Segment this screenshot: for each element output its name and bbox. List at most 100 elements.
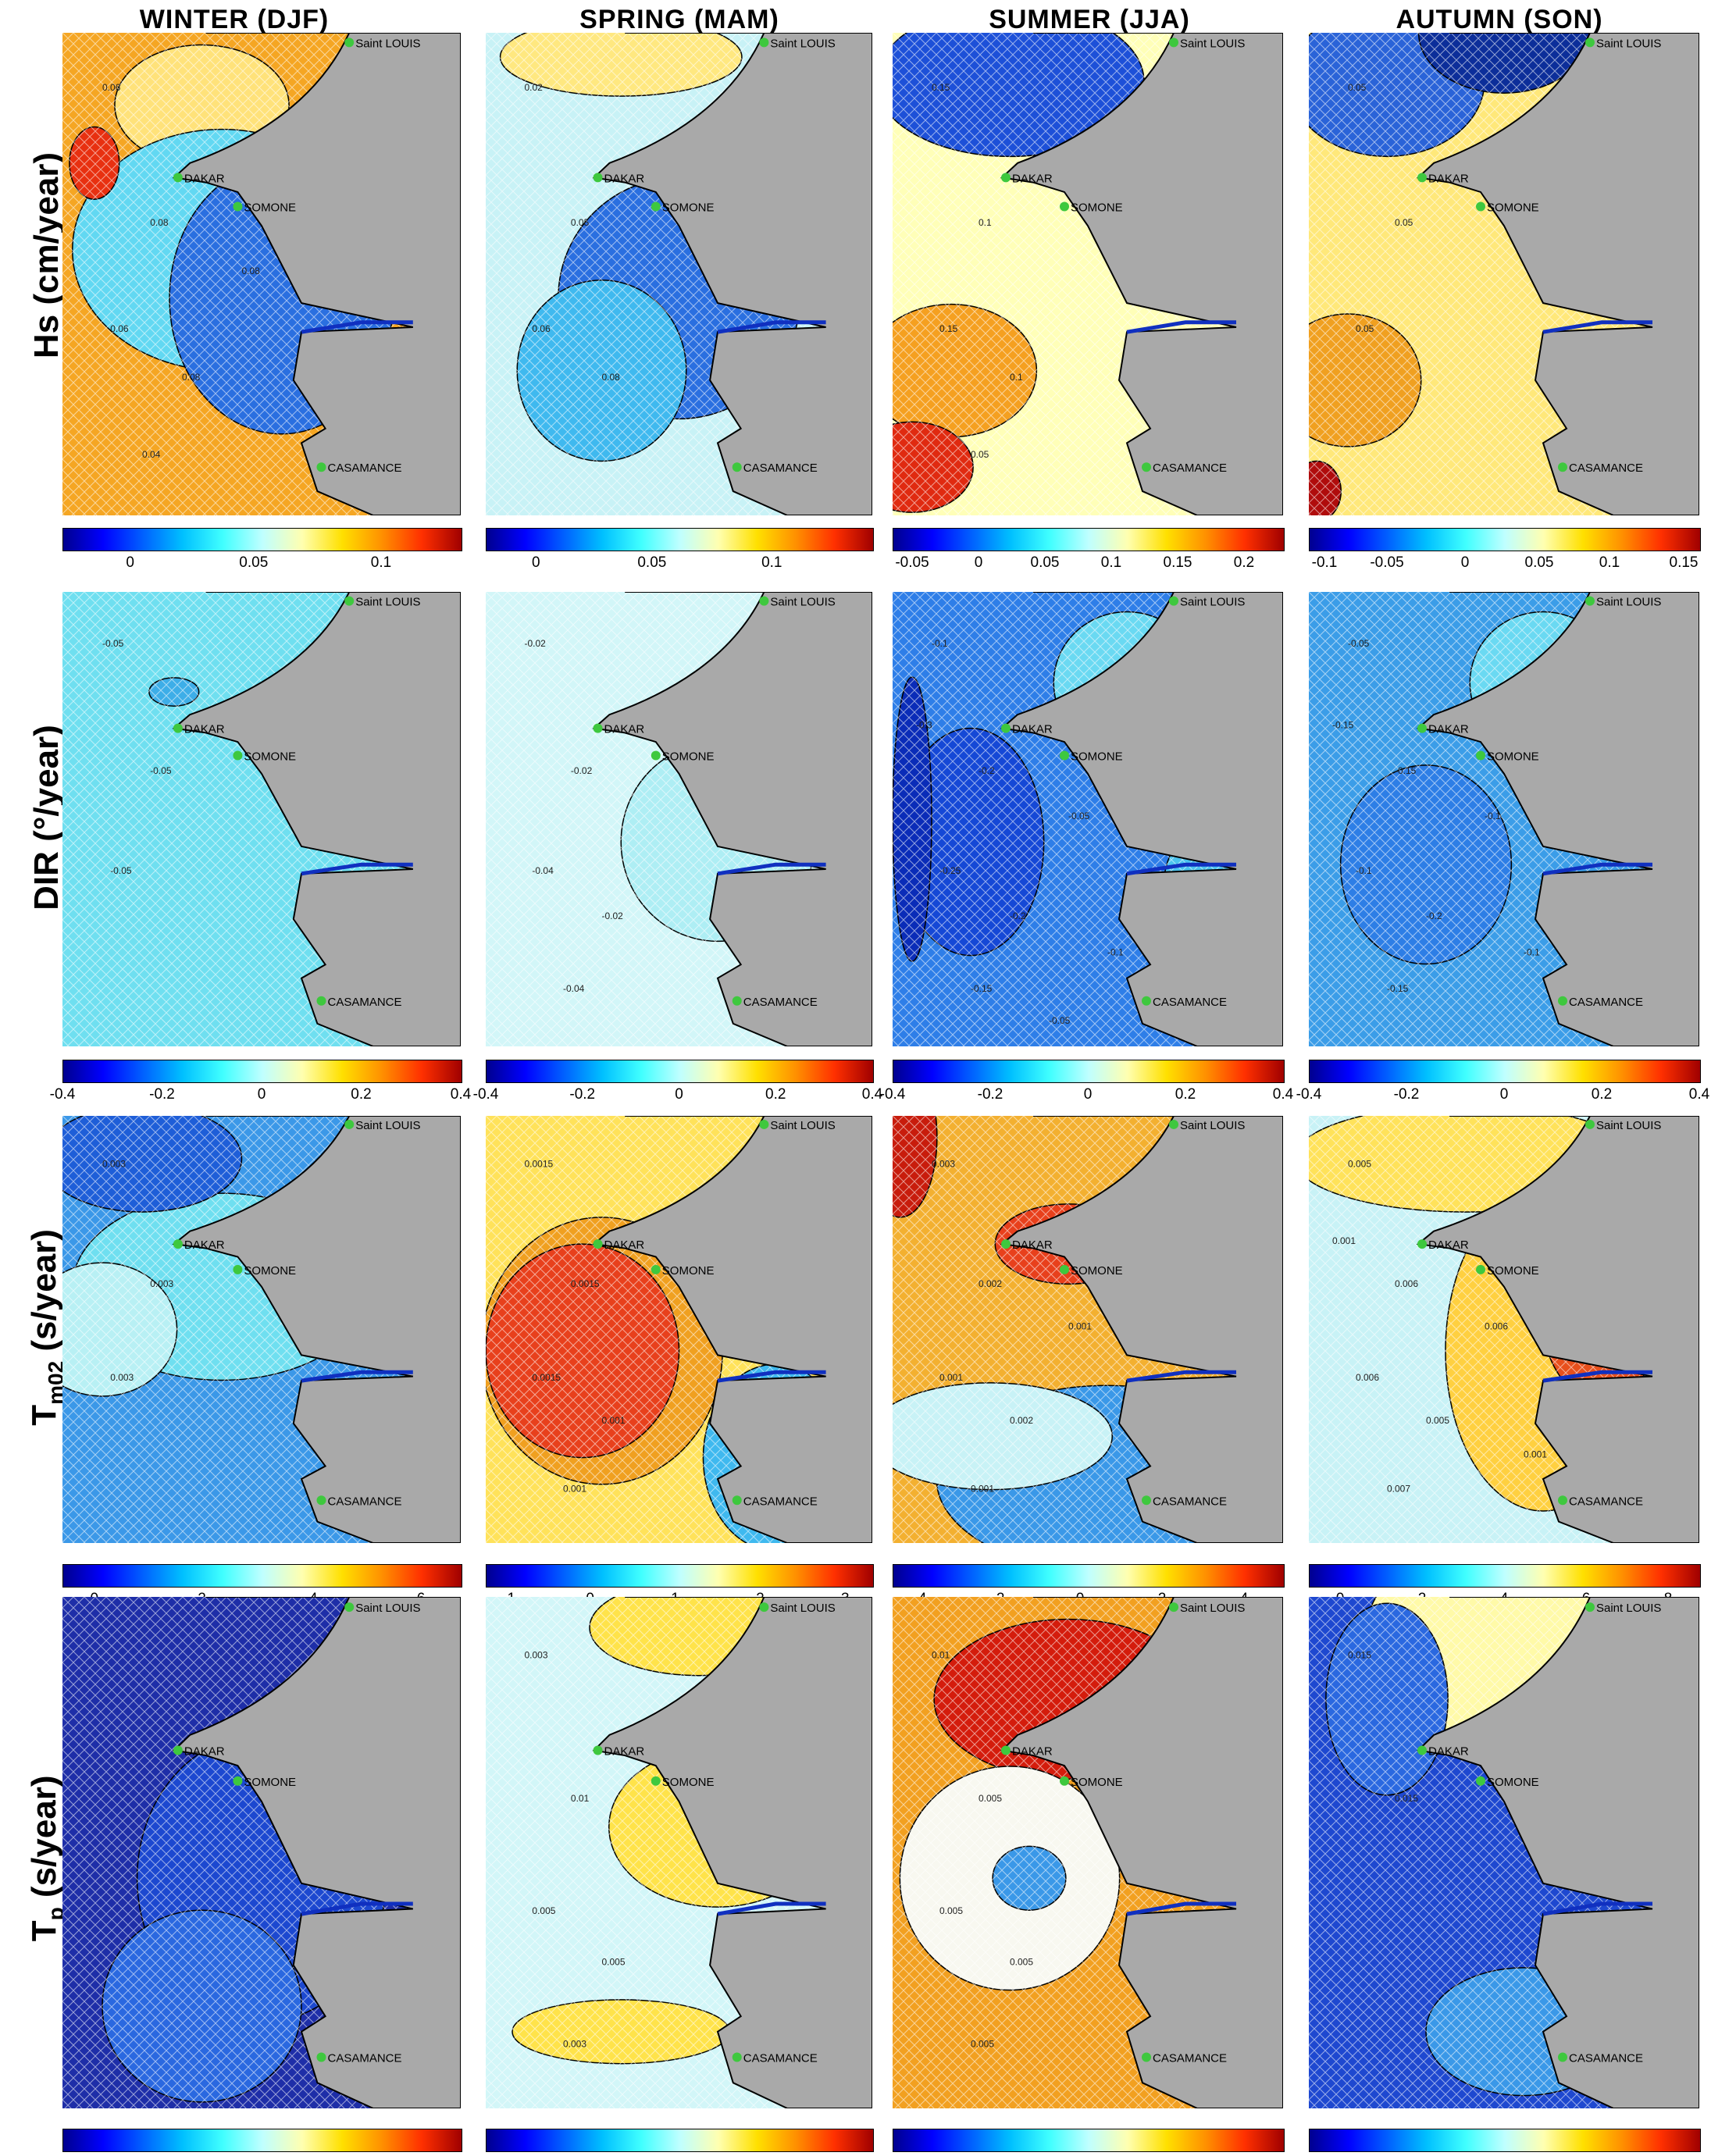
contour-label: 0.015 (1348, 1650, 1371, 1661)
place-marker-icon (651, 201, 661, 212)
contour-label: 0.1 (979, 217, 992, 228)
place-label: Saint LOUIS (1596, 37, 1661, 50)
place-marker-icon (593, 1745, 603, 1755)
place-label: CASAMANCE (1569, 1495, 1643, 1508)
place-dakar: DAKAR (593, 723, 644, 736)
place-marker-icon (344, 1602, 355, 1613)
contour-label: 0.001 (971, 1483, 994, 1494)
place-label: DAKAR (1012, 723, 1053, 736)
place-dakar: DAKAR (1417, 1745, 1469, 1759)
map-panel-r1-c1: Saint LOUIS DAKAR SOMONE CASAMANCE 0.06 0.08 0… (62, 33, 461, 515)
colorbar-tick-label: -0.4 (1296, 1086, 1322, 1103)
place-marker-icon (233, 1776, 243, 1786)
map-panel-r4-c2: Saint LOUIS DAKAR SOMONE CASAMANCE 0.003 0.01… (486, 1597, 872, 2108)
place-marker-icon (1001, 1239, 1011, 1249)
contour-label: -0.05 (150, 765, 172, 776)
place-marker-icon (173, 1239, 183, 1249)
contour-label: 0.0015 (532, 1372, 561, 1383)
place-marker-icon (1585, 37, 1595, 48)
row-title-2: DIR (°/year) (27, 599, 66, 1036)
contour-label: -0.04 (563, 983, 585, 994)
column-title-1: WINTER (DJF) (139, 5, 330, 34)
colorbar-r3-c1 (62, 1564, 462, 1588)
place-label: DAKAR (1012, 1745, 1053, 1759)
place-label: SOMONE (662, 201, 715, 214)
contour-label: -0.02 (571, 765, 593, 776)
place-label: Saint LOUIS (1180, 1119, 1245, 1132)
colorbar-r3-c4 (1309, 1564, 1701, 1588)
land-mass (1416, 1116, 1699, 1543)
contour-label: 0.006 (1356, 1372, 1379, 1383)
colorbar-tick-label: 0 (974, 554, 983, 571)
colorbar-tick-label: 0.05 (1524, 554, 1554, 571)
place-marker-icon (316, 1495, 326, 1506)
place-marker-icon (651, 1776, 661, 1786)
colorbar-tick-label: 0.1 (761, 554, 782, 571)
place-marker-icon (1060, 750, 1069, 761)
place-label: DAKAR (184, 172, 225, 185)
land-mass (1000, 33, 1283, 515)
contour-label: -0.1 (1524, 947, 1540, 958)
place-dakar: DAKAR (173, 1745, 225, 1759)
place-somone: SOMONE (1060, 1776, 1123, 1789)
place-somone: SOMONE (651, 750, 714, 764)
map-panel-r2-c3: Saint LOUIS DAKAR SOMONE CASAMANCE -0.1 -0.2 -… (893, 592, 1283, 1046)
place-somone: SOMONE (1060, 1264, 1123, 1278)
colorbar-tick-label: -0.2 (977, 1086, 1003, 1103)
land-mass (592, 1597, 872, 2108)
place-marker-icon (173, 173, 183, 183)
land-mass (592, 33, 872, 515)
place-marker-icon (1142, 996, 1151, 1006)
contour-label: 0.15 (939, 323, 958, 334)
contour-label: 0.05 (1348, 82, 1367, 93)
place-saint-louis: Saint LOUIS (1585, 37, 1661, 50)
place-somone: SOMONE (1476, 1776, 1539, 1789)
place-marker-icon (1558, 462, 1567, 472)
place-label: DAKAR (604, 1238, 645, 1252)
contour-label: -0.15 (1395, 765, 1417, 776)
place-marker-icon (1169, 1602, 1178, 1613)
land-mass (1000, 592, 1283, 1046)
colorbar-tick-label: -0.4 (49, 1086, 76, 1103)
place-label: SOMONE (244, 750, 296, 764)
contour-label: 0.005 (602, 1957, 626, 1968)
place-label: DAKAR (1012, 172, 1053, 185)
place-dakar: DAKAR (593, 1745, 644, 1759)
place-marker-icon (233, 1264, 243, 1274)
colorbar-r1-c2 (486, 528, 874, 551)
contour-label: 0.08 (242, 265, 261, 276)
map-svg: Saint LOUIS DAKAR SOMONE CASAMANCE 0.003 0.00… (893, 1116, 1283, 1543)
place-casamance: CASAMANCE (1142, 996, 1227, 1009)
place-label: DAKAR (1012, 1238, 1053, 1252)
colorbar-tick-label: 0 (257, 1086, 266, 1103)
contour-label: 0.005 (1426, 1415, 1449, 1426)
colorbar-tick-label: 0 (532, 554, 540, 571)
contour-label: 0.003 (525, 1650, 548, 1661)
place-saint-louis: Saint LOUIS (759, 1602, 836, 1615)
river-channel (1542, 1370, 1652, 1383)
place-casamance: CASAMANCE (1558, 2052, 1643, 2065)
contour-label: -0.2 (979, 765, 995, 776)
contour-label: 0.01 (932, 1650, 950, 1661)
land-mass (1000, 1597, 1283, 2108)
place-marker-icon (732, 1495, 742, 1506)
colorbar-r4-c4 (1309, 2129, 1701, 2152)
place-saint-louis: Saint LOUIS (1169, 1119, 1245, 1132)
place-marker-icon (593, 723, 603, 733)
contour-label: -0.05 (110, 865, 132, 876)
contour-label: 0.05 (1356, 323, 1374, 334)
map-panel-r1-c2: Saint LOUIS DAKAR SOMONE CASAMANCE 0.02 0.05 0… (486, 33, 872, 515)
place-casamance: CASAMANCE (316, 2052, 402, 2065)
colorbar-r2-c1 (62, 1060, 462, 1083)
place-casamance: CASAMANCE (1558, 461, 1643, 475)
contour-label: 0.001 (1524, 1449, 1547, 1460)
contour-label: -0.3 (916, 720, 932, 731)
colorbar-tick-label: 0 (126, 554, 134, 571)
place-marker-icon (173, 1745, 183, 1755)
place-label: DAKAR (1428, 1238, 1469, 1252)
land-mass (1416, 592, 1699, 1046)
place-marker-icon (1476, 1776, 1485, 1786)
place-saint-louis: Saint LOUIS (759, 37, 836, 50)
colorbar-tick-label: 0.2 (351, 1086, 372, 1103)
